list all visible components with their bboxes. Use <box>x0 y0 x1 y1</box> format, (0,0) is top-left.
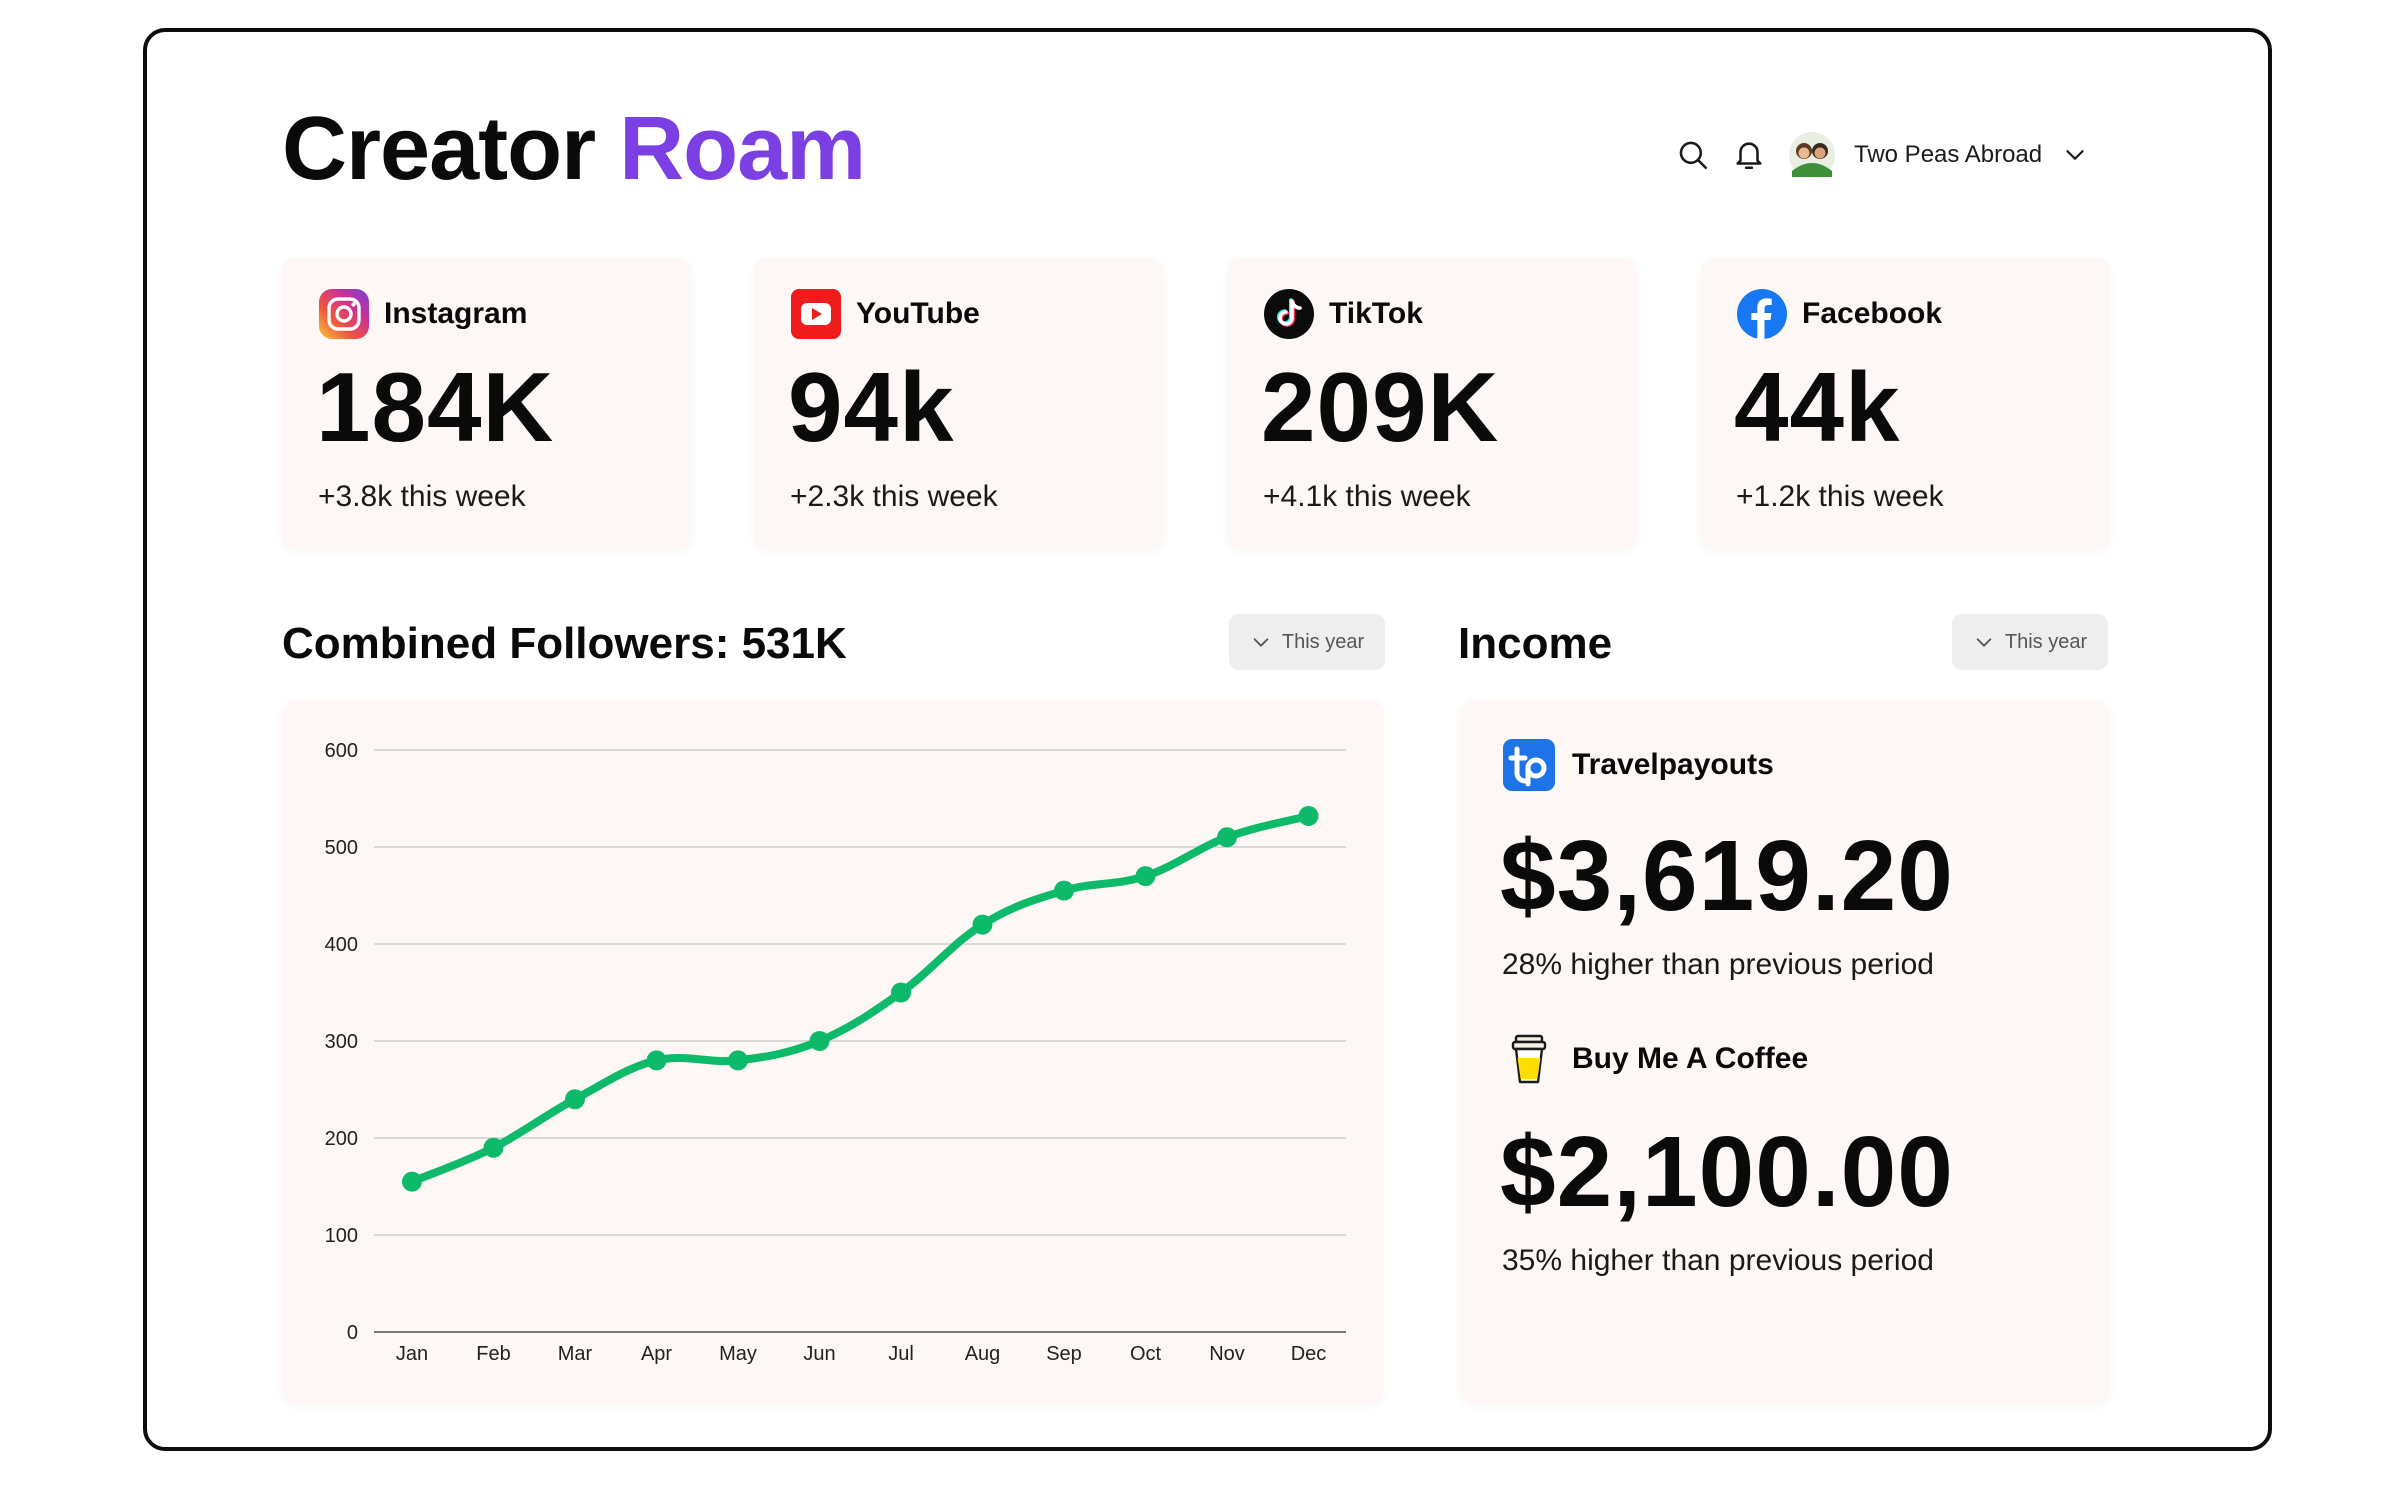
bell-icon[interactable] <box>1726 132 1772 178</box>
followers-range-dropdown[interactable]: This year <box>1229 614 1385 670</box>
data-point <box>1298 805 1319 826</box>
weekly-change: +3.8k this week <box>318 480 526 513</box>
account-name[interactable]: Two Peas Abroad <box>1854 141 2043 168</box>
weekly-change: +2.3k this week <box>790 480 998 513</box>
data-point <box>646 1050 667 1071</box>
x-tick-label: Dec <box>1291 1343 1327 1365</box>
platform-name: TikTok <box>1329 297 1423 330</box>
line-chart: 0 100 200 300 400 500 600 Jan Feb Mar Apr May Jun Jul… <box>325 740 1346 1365</box>
x-tick-label: Jan <box>396 1343 428 1365</box>
stat-card-facebook[interactable]: Facebook 44k +1.2k this week <box>1700 258 2110 550</box>
income-source-travelpayouts[interactable]: Travelpayouts <box>1502 738 1774 792</box>
income-source-name: Travelpayouts <box>1572 748 1774 781</box>
avatar[interactable] <box>1788 131 1836 179</box>
platform-name: Instagram <box>384 297 528 330</box>
stat-card-youtube[interactable]: YouTube 94k +2.3k this week <box>754 258 1164 550</box>
y-tick-label: 600 <box>325 740 358 762</box>
income-amount: $2,100.00 <box>1500 1116 1954 1228</box>
platform-name: YouTube <box>856 297 980 330</box>
instagram-icon <box>319 289 369 339</box>
search-icon[interactable] <box>1670 132 1716 178</box>
chevron-down-icon <box>1253 638 1269 647</box>
platform-name: Facebook <box>1802 297 1943 330</box>
data-point <box>809 1031 830 1051</box>
x-tick-label: Nov <box>1209 1343 1245 1365</box>
x-tick-label: Jun <box>803 1343 835 1365</box>
range-label: This year <box>2004 630 2088 653</box>
stat-card-tiktok[interactable]: TikTok 209K +4.1k this week <box>1227 258 1637 550</box>
chevron-down-icon <box>1976 638 1992 647</box>
tiktok-icon <box>1264 289 1314 339</box>
data-point <box>1217 827 1237 848</box>
data-point <box>483 1137 504 1158</box>
brand-first: Creator <box>282 99 596 199</box>
coffee-cup-icon <box>1511 1034 1547 1084</box>
income-source-name: Buy Me A Coffee <box>1572 1042 1809 1075</box>
income-title: Income <box>1458 619 1613 668</box>
follower-count: 184K <box>316 352 555 462</box>
weekly-change: +1.2k this week <box>1736 480 1944 513</box>
data-point <box>891 982 911 1003</box>
brand-second: Roam <box>619 99 866 199</box>
x-tick-label: Mar <box>558 1343 593 1365</box>
followers-line <box>408 811 1313 1186</box>
x-tick-label: Sep <box>1046 1343 1082 1365</box>
x-tick-label: Aug <box>965 1343 1001 1365</box>
y-tick-label: 200 <box>325 1128 358 1150</box>
data-point <box>972 914 993 935</box>
followers-chart: 0 100 200 300 400 500 600 Jan Feb Mar Apr May Jun Jul… <box>282 700 1384 1404</box>
data-point <box>1135 866 1156 887</box>
income-source-buymeacoffee[interactable]: Buy Me A Coffee <box>1502 1032 1808 1086</box>
range-label: This year <box>1281 630 1365 653</box>
follower-count: 94k <box>788 352 955 462</box>
y-tick-label: 0 <box>347 1322 358 1344</box>
youtube-icon <box>791 289 841 339</box>
data-point <box>565 1089 585 1110</box>
x-tick-label: Oct <box>1130 1343 1162 1365</box>
facebook-icon <box>1737 289 1787 339</box>
income-amount: $3,619.20 <box>1500 820 1954 932</box>
x-tick-label: May <box>719 1343 757 1365</box>
y-tick-label: 400 <box>325 934 358 956</box>
app-logo: Creator Roam <box>282 104 866 194</box>
followers-title: Combined Followers: 531K <box>282 619 847 668</box>
data-point <box>402 1171 422 1192</box>
travelpayouts-icon <box>1503 739 1555 791</box>
topbar: Two Peas Abroad <box>1670 132 2090 178</box>
income-range-dropdown[interactable]: This year <box>1952 614 2108 670</box>
y-tick-label: 500 <box>325 837 358 859</box>
follower-count: 44k <box>1734 352 1901 462</box>
follower-count: 209K <box>1261 352 1500 462</box>
y-tick-label: 100 <box>325 1225 358 1247</box>
data-point <box>1054 880 1074 901</box>
x-tick-label: Feb <box>476 1343 510 1365</box>
weekly-change: +4.1k this week <box>1263 480 1471 513</box>
x-tick-label: Apr <box>641 1343 672 1365</box>
data-point <box>728 1050 748 1071</box>
y-tick-label: 300 <box>325 1031 358 1053</box>
income-change: 35% higher than previous period <box>1502 1244 1934 1277</box>
income-change: 28% higher than previous period <box>1502 948 1934 981</box>
x-tick-label: Jul <box>888 1343 914 1365</box>
chevron-down-icon[interactable] <box>2060 140 2090 170</box>
income-card: Travelpayouts $3,619.20 28% higher than … <box>1460 700 2110 1404</box>
stat-card-instagram[interactable]: Instagram 184K +3.8k this week <box>282 258 692 550</box>
